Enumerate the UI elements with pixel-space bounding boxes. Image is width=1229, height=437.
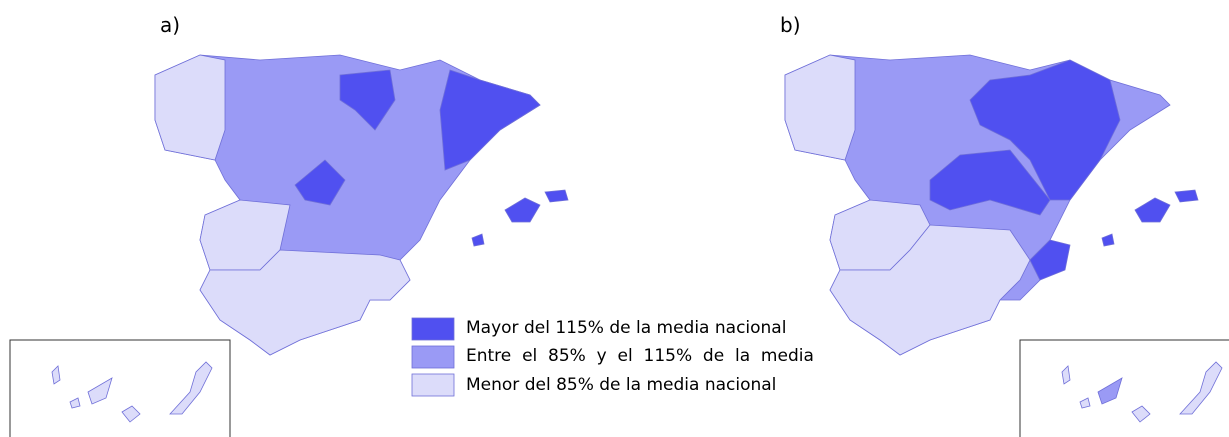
inset-frame [1019,339,1229,437]
panel-label: a) [160,13,180,37]
legend-label: Mayor del 115% de la media nacional [466,318,786,338]
region [1131,405,1151,423]
region [69,397,81,409]
legend-label: Entre el 85% y el 115% de la media [466,346,814,366]
region [87,377,113,405]
region [294,159,346,206]
legend-swatch [411,373,455,397]
region [51,365,61,385]
region [471,233,485,247]
region [121,405,141,423]
region [1101,233,1115,247]
legend-swatch [411,317,455,341]
region [169,361,213,415]
region [1029,239,1071,281]
region [1134,197,1171,223]
legend-swatch [411,345,455,369]
region [784,54,856,161]
legend: Mayor del 115% de la media nacional Entr… [411,317,814,397]
region [504,197,541,223]
map-a [154,54,569,356]
region [1097,377,1123,405]
region [154,54,226,161]
region [929,149,1051,216]
panel-label: b) [780,13,801,37]
region [829,224,1031,356]
region [339,69,396,131]
region [1079,397,1091,409]
legend-label: Menor del 85% de la media nacional [466,375,776,395]
region [199,249,411,356]
map-b [784,54,1199,356]
region [1061,365,1071,385]
canarias-a [9,339,231,437]
region [1179,361,1223,415]
region [439,69,541,171]
inset-frame [9,339,231,437]
canarias-b [1019,339,1229,437]
region [544,189,569,203]
region [1174,189,1199,203]
